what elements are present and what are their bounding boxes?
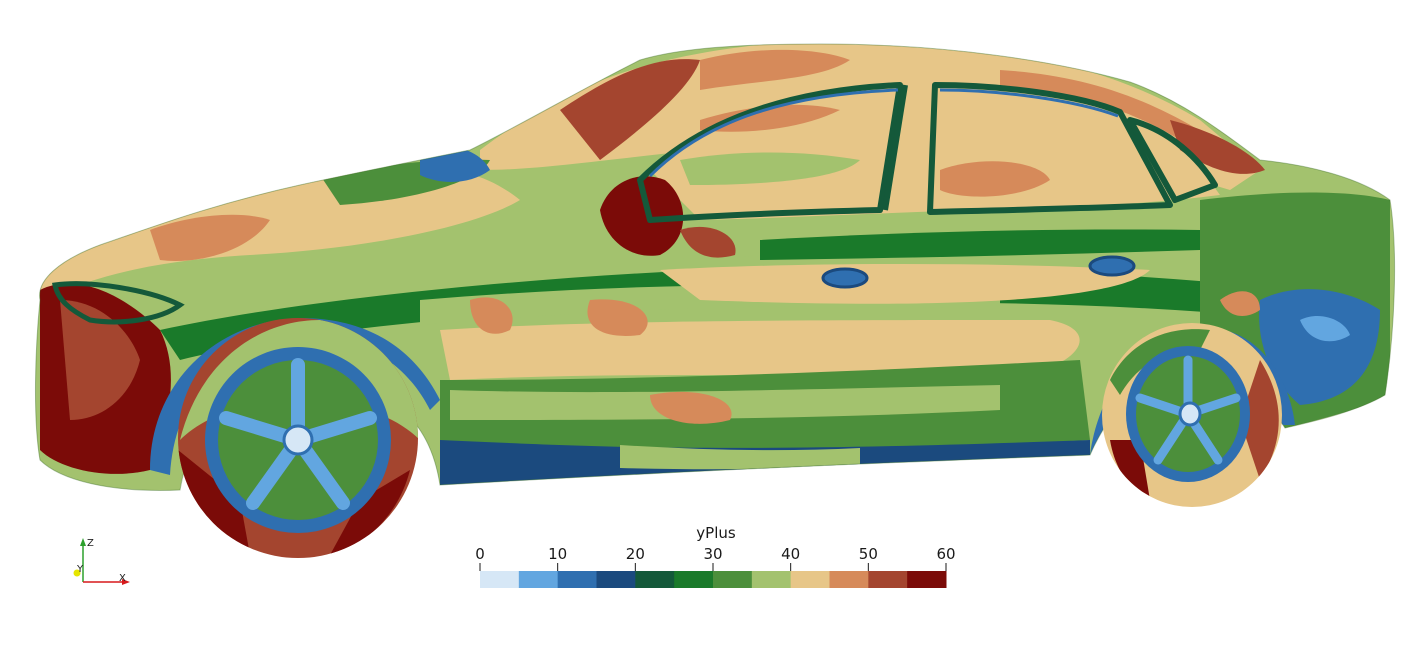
mid-tan-band: [660, 264, 1150, 304]
rocker-lightgreen: [620, 445, 860, 470]
rear-tire-green: [1110, 329, 1210, 395]
window-frames: [637, 82, 1218, 223]
roof-brick: [560, 59, 700, 161]
front-hub: [282, 424, 314, 456]
fender-brick: [60, 300, 140, 420]
hood-region: [40, 167, 520, 300]
door-handles: [821, 255, 1136, 289]
front-tire-maroon-right: [330, 470, 410, 555]
hood-orange: [150, 214, 270, 261]
window-green-1: [680, 152, 860, 185]
headlight-ring: [52, 281, 185, 325]
window-pillar: [882, 84, 908, 211]
front-window-trim: [648, 88, 899, 178]
front-window-frame: [637, 82, 903, 223]
window-orange-2: [700, 104, 840, 132]
rear-quarter-blue: [1259, 289, 1380, 405]
front-wheel: [178, 318, 418, 558]
side-orange-blob-3: [650, 391, 732, 424]
rear-window-trim: [939, 88, 1119, 118]
mirror-maroon: [600, 176, 684, 256]
quarter-window-frame: [1127, 117, 1218, 203]
beltline-green: [760, 229, 1200, 260]
trunk-orange: [1170, 120, 1265, 174]
side-lightgreen-2: [450, 385, 1000, 420]
rear-wheel: [1102, 323, 1282, 507]
rear-tire-brick: [1240, 360, 1279, 480]
window-trim-blue: [648, 88, 1119, 178]
rear-quarter-orange: [1220, 291, 1260, 316]
front-tire-maroon-left: [178, 450, 250, 555]
rear-quarter-lightblue: [1300, 315, 1350, 342]
mirror-brick: [680, 226, 736, 258]
rear-hub: [1178, 401, 1202, 427]
rear-door-handle: [1088, 255, 1136, 277]
side-orange-blob-1: [470, 297, 513, 334]
side-orange-blob-2: [587, 299, 648, 336]
side-tan-1: [440, 320, 1080, 380]
window-orange-1: [940, 161, 1050, 197]
front-door-handle: [821, 267, 869, 289]
rear-window-frame: [927, 82, 1173, 215]
roof-orange: [700, 49, 850, 90]
